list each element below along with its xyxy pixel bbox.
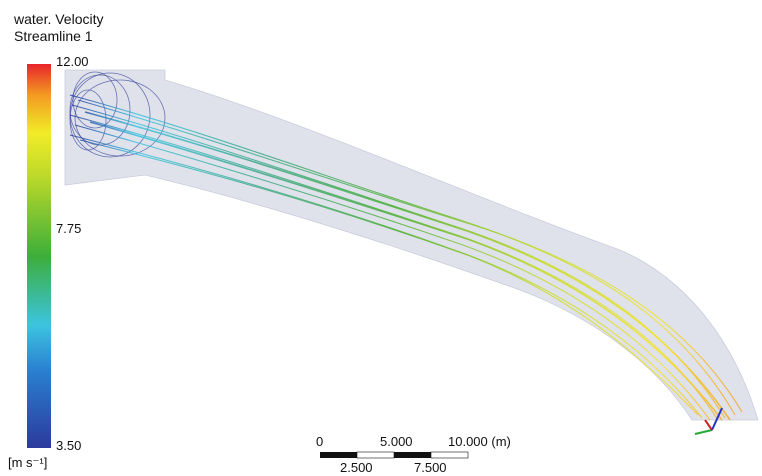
scale-label: 10.000 (m) xyxy=(448,434,511,449)
axis-triad xyxy=(694,407,723,435)
legend: water. Velocity Streamline 1 12.00 7.75 … xyxy=(8,11,104,470)
scale-bar: 0 5.000 10.000 (m) 2.500 7.500 xyxy=(316,434,511,475)
legend-units: [m s⁻¹] xyxy=(8,455,47,470)
streamlines xyxy=(69,94,743,421)
scale-label: 0 xyxy=(316,434,323,449)
legend-subtitle: Streamline 1 xyxy=(14,28,93,44)
color-bar xyxy=(27,64,51,448)
scale-label: 2.500 xyxy=(340,460,373,475)
legend-tick: 7.75 xyxy=(56,221,81,236)
domain xyxy=(64,69,759,421)
scale-label: 5.000 xyxy=(380,434,413,449)
legend-tick: 3.50 xyxy=(56,438,81,453)
legend-tick: 12.00 xyxy=(56,54,89,69)
legend-title: water. Velocity xyxy=(13,11,104,27)
scale-label: 7.500 xyxy=(414,460,447,475)
